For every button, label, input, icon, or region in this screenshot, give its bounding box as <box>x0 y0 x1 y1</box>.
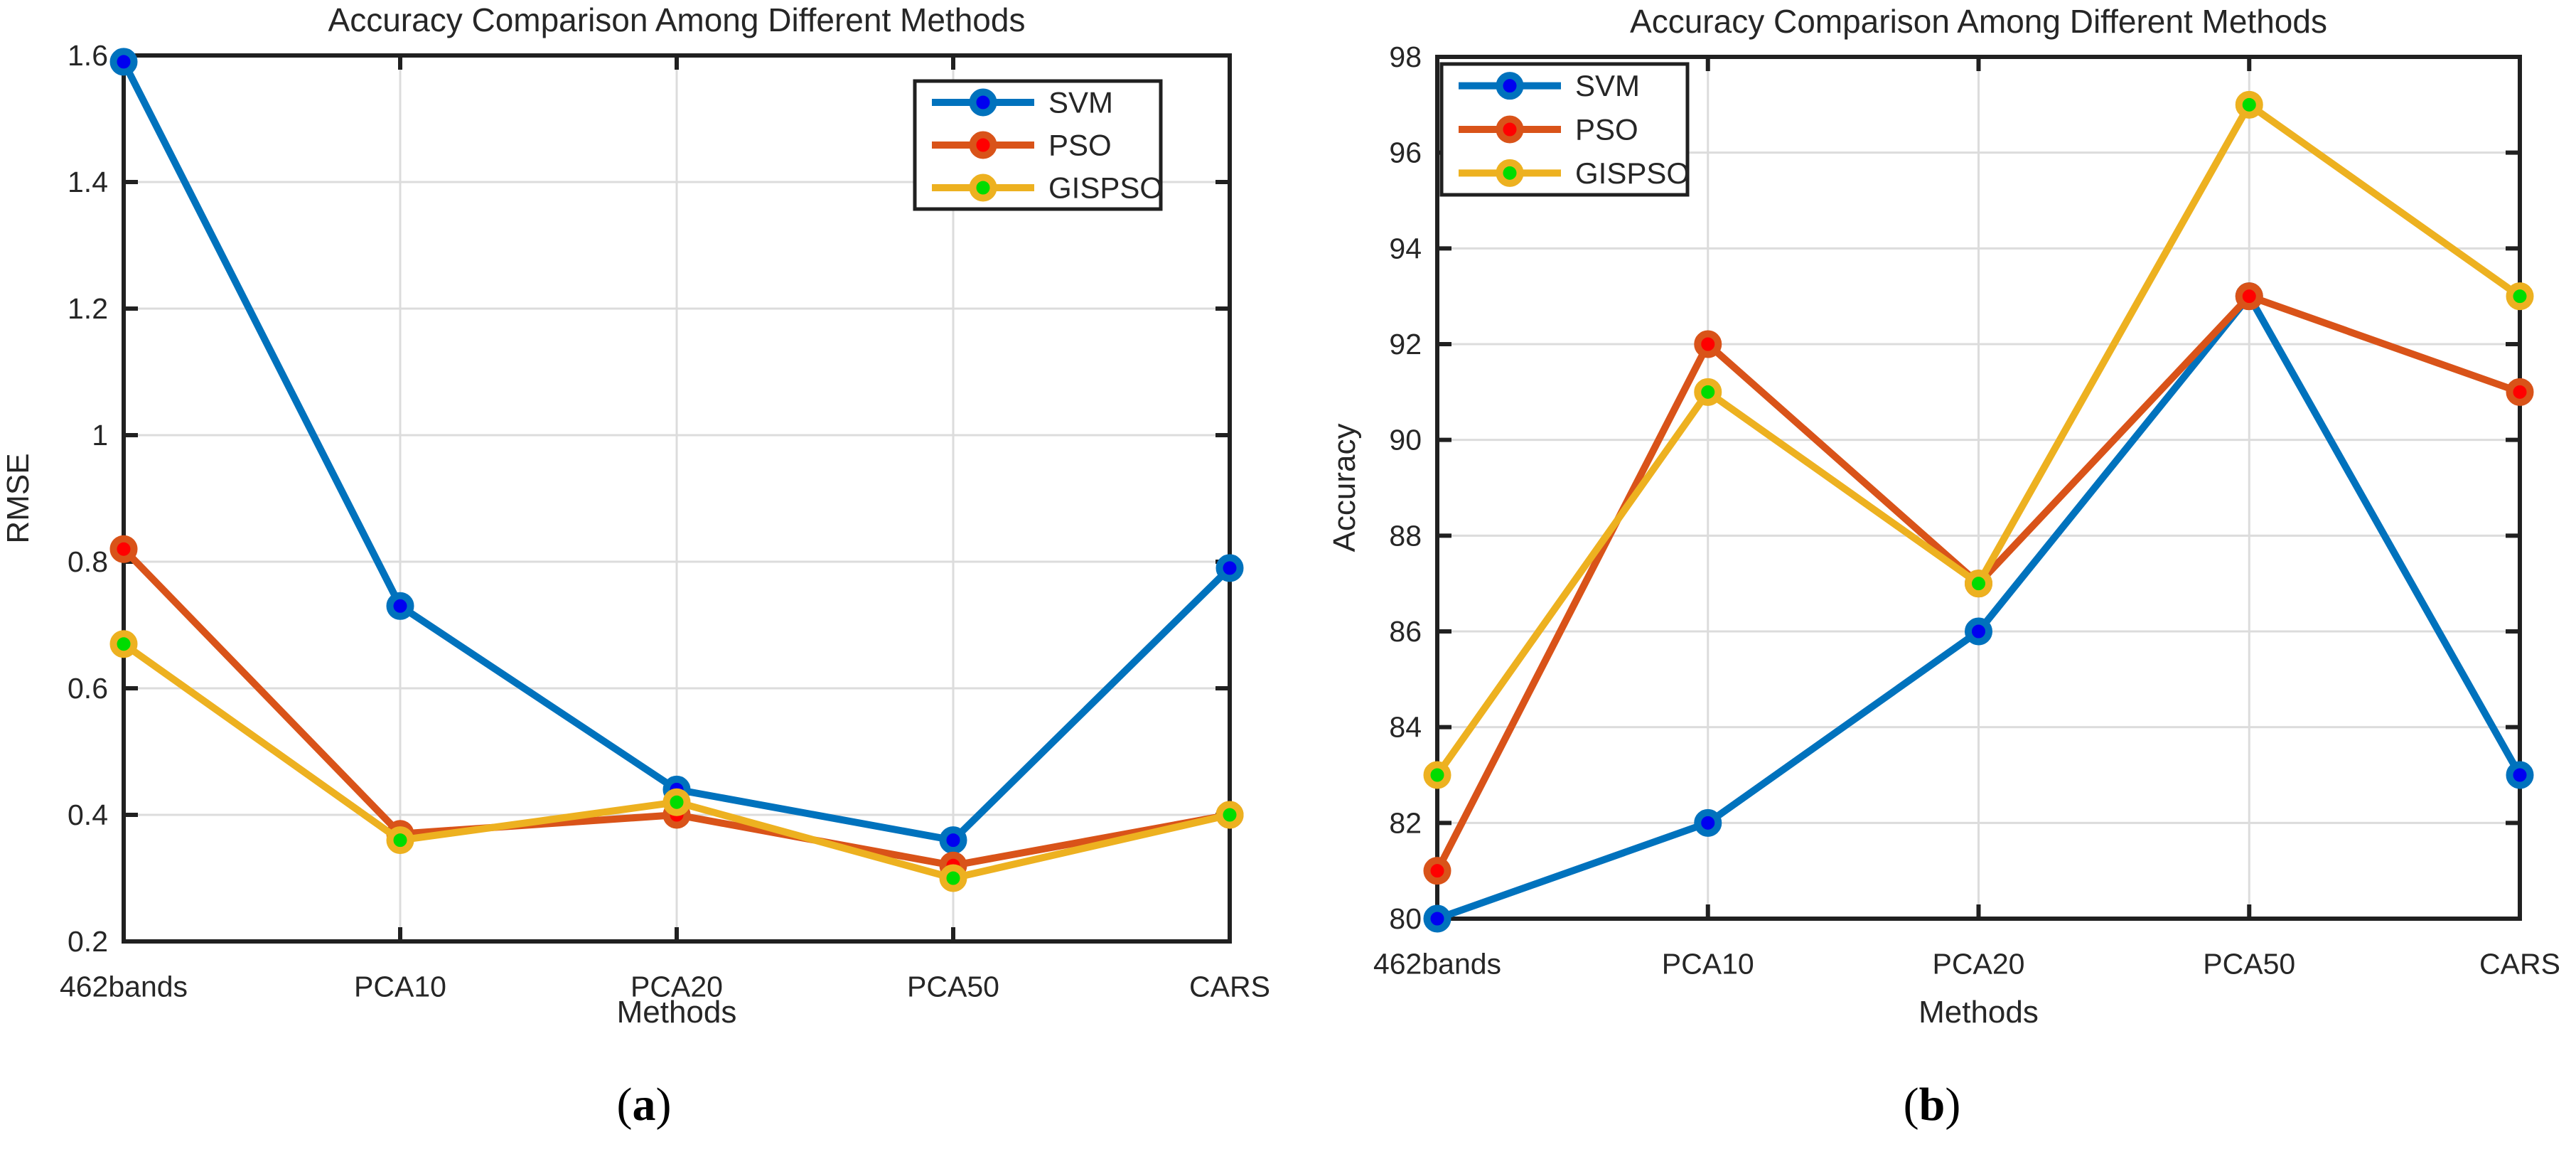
x-tick-label: CARS <box>1189 971 1270 1003</box>
y-tick-label: 1.6 <box>68 39 108 72</box>
legend-swatch-marker-gispso <box>969 173 997 202</box>
data-point-gispso <box>1215 801 1244 829</box>
y-tick-label: 1 <box>92 419 108 452</box>
caption-a-close: ) <box>655 1079 672 1131</box>
legend-label-pso: PSO <box>1575 113 1638 146</box>
legend-label-gispso: GISPSO <box>1048 171 1163 205</box>
data-point-pso <box>1423 857 1451 885</box>
y-tick-label: 0.8 <box>68 545 108 578</box>
legend-swatch-marker-pso <box>969 131 997 159</box>
y-tick-label: 84 <box>1389 711 1422 744</box>
y-tick-label: 82 <box>1389 806 1422 839</box>
legend-item-pso: PSO <box>932 129 1112 162</box>
caption-a-letter: a <box>632 1079 656 1131</box>
y-tick-label: 86 <box>1389 615 1422 648</box>
accuracy-chart: 80 82 84 86 88 90 92 94 96 98 462bands PCA10 PCA20 PC… <box>1327 3 2560 1030</box>
legend-swatch-marker-svm <box>969 88 997 117</box>
data-point-svm <box>386 592 414 620</box>
series-markers-gispso <box>109 630 1244 892</box>
data-point-gispso <box>386 826 414 855</box>
data-point-gispso <box>109 630 138 658</box>
data-point-pso <box>1694 330 1722 358</box>
data-point-pso <box>2235 282 2263 311</box>
caption-b-letter: b <box>1918 1079 1946 1131</box>
legend-label-gispso: GISPSO <box>1575 156 1690 190</box>
data-point-pso <box>109 535 138 563</box>
data-point-svm <box>1965 617 1992 646</box>
legend-label-pso: PSO <box>1048 129 1112 162</box>
y-tick-label: 90 <box>1389 424 1422 456</box>
y-tick-label: 92 <box>1389 328 1422 360</box>
legend-label-svm: SVM <box>1048 86 1113 119</box>
y-tick-label: 94 <box>1389 232 1422 265</box>
data-point-gispso <box>1694 378 1722 406</box>
y-axis-label: RMSE <box>1 453 36 543</box>
legend-item-gispso: GISPSO <box>1459 156 1690 190</box>
legend-swatch-marker-pso <box>1496 115 1524 144</box>
y-tick-label: 0.6 <box>68 672 108 705</box>
data-point-gispso <box>662 788 691 816</box>
x-tick-label: 462bands <box>60 971 188 1003</box>
caption-a: (a) <box>0 1068 1288 1142</box>
data-point-gispso <box>1965 570 1992 598</box>
x-tick-label: PCA10 <box>354 971 446 1003</box>
y-tick-label: 0.2 <box>68 925 108 958</box>
x-tick-label: PCA50 <box>2203 948 2295 981</box>
x-axis-label: Methods <box>617 995 737 1030</box>
legend-label-svm: SVM <box>1575 69 1640 102</box>
data-point-gispso <box>1423 761 1451 789</box>
x-tick-label: PCA10 <box>1662 948 1754 981</box>
legend-item-pso: PSO <box>1459 113 1638 146</box>
rmse-chart: 0.2 0.4 0.6 0.8 1 1.2 1.4 1.6 462bands PCA10 PCA20… <box>1 1 1270 1030</box>
data-point-svm <box>2506 761 2534 789</box>
series-markers-gispso <box>1423 90 2534 789</box>
data-point-gispso <box>2235 90 2263 119</box>
data-point-svm <box>1694 808 1722 837</box>
legend: SVM PSO GISPSO <box>913 79 1163 211</box>
caption-a-open: ( <box>616 1079 633 1131</box>
data-point-svm <box>1423 904 1451 933</box>
legend-item-gispso: GISPSO <box>932 171 1163 205</box>
legend-swatch-marker-svm <box>1496 72 1524 100</box>
data-point-svm <box>109 48 138 76</box>
y-tick-label: 80 <box>1389 902 1422 935</box>
caption-b: (b) <box>1288 1068 2576 1142</box>
caption-b-close: ) <box>1945 1079 1961 1131</box>
legend-item-svm: SVM <box>1459 69 1640 102</box>
data-point-svm <box>1215 554 1244 582</box>
legend-swatch-marker-gispso <box>1496 159 1524 187</box>
y-tick-label: 96 <box>1389 137 1422 169</box>
y-tick-label: 1.2 <box>68 292 108 325</box>
data-point-pso <box>2506 378 2534 406</box>
y-tick-label: 0.4 <box>68 799 108 831</box>
caption-b-open: ( <box>1903 1079 1919 1131</box>
x-tick-label: 462bands <box>1373 948 1501 981</box>
y-tick-label: 98 <box>1389 41 1422 73</box>
y-tick-label: 1.4 <box>68 166 108 198</box>
data-point-gispso <box>939 864 967 892</box>
x-tick-label: PCA20 <box>630 971 723 1003</box>
x-tick-label: PCA20 <box>1933 948 2025 981</box>
y-axis-label: Accuracy <box>1327 424 1362 552</box>
y-tick-label: 88 <box>1389 519 1422 552</box>
x-axis-label: Methods <box>1918 995 2039 1030</box>
x-tick-label: CARS <box>2479 948 2560 981</box>
chart-title: Accuracy Comparison Among Different Meth… <box>328 1 1026 38</box>
legend: SVM PSO GISPSO <box>1439 62 1690 197</box>
data-point-gispso <box>2506 282 2534 311</box>
x-tick-label: PCA50 <box>907 971 999 1003</box>
data-point-svm <box>939 826 967 855</box>
chart-title: Accuracy Comparison Among Different Meth… <box>1630 3 2327 40</box>
legend-item-svm: SVM <box>932 86 1113 119</box>
